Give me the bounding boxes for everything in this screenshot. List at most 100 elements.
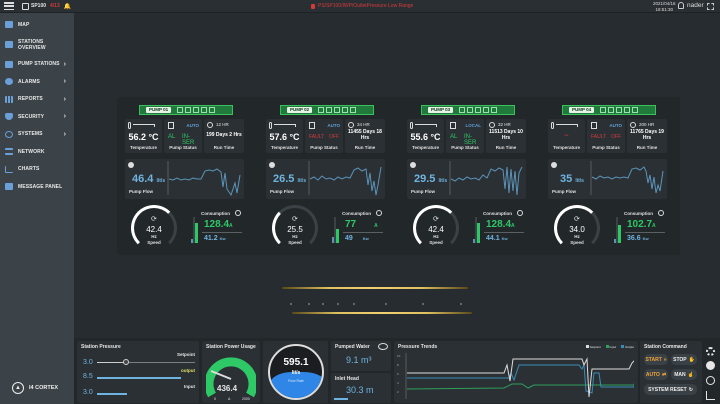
sidebar-item-map[interactable]: Map — [0, 16, 74, 34]
map-icon — [5, 21, 13, 29]
pump-tag[interactable]: PUMP 02 — [280, 105, 374, 115]
gear-icon — [5, 130, 13, 138]
sidebar-item-stations-overview[interactable]: Stations Overview — [0, 34, 74, 56]
sidebar-item-network[interactable]: Network — [0, 143, 74, 161]
user-menu[interactable]: nader — [678, 2, 704, 9]
system-reset-button[interactable]: SYSTEM RESET ↻ — [644, 384, 697, 395]
run-time-card: 12 HR 199 Days 2 Hrs Run Time — [204, 119, 244, 153]
stopwatch-icon — [348, 122, 354, 128]
sidebar-item-message-panel[interactable]: Message Panel — [0, 178, 74, 196]
save-icon — [168, 122, 174, 129]
fullscreen-icon[interactable] — [707, 3, 714, 10]
chevron-right-icon: › — [63, 60, 66, 68]
pump-card: PUMP 03 55.6 °C Temperature LOCAL AL IN-… — [399, 97, 537, 255]
stopwatch-icon — [489, 122, 495, 128]
hamburger-menu-icon[interactable] — [4, 2, 14, 10]
lightning-icon — [376, 210, 382, 216]
lightning-icon — [658, 210, 664, 216]
auto-button[interactable]: AUTO ⇄ — [644, 369, 668, 380]
chevron-right-icon: › — [63, 78, 66, 86]
current-bar — [618, 225, 621, 243]
pump-card: PUMP 04 -- Temperature AUTO FAULT OFF Pu… — [540, 97, 678, 255]
progress-line — [292, 312, 472, 314]
sidebar-item-charts[interactable]: Charts — [0, 161, 74, 179]
station-selector[interactable]: SP100 4/13 🔔 — [22, 2, 72, 10]
network-icon — [5, 148, 13, 156]
flow-rate-panel: 595.1 lit/s Flow Rate — [263, 341, 328, 403]
pump-flow-card: 35 lit/s Pump Flow — [548, 159, 667, 199]
temperature-card: 57.6 °C Temperature — [266, 119, 303, 153]
temperature-value: 55.6 °C — [410, 132, 441, 142]
bottom-panel: Station Pressure Setpoint 3.0 output 8.5… — [74, 338, 720, 404]
progress-line — [282, 287, 468, 289]
temperature-card: 56.2 °C Temperature — [125, 119, 162, 153]
datetime: 2021/04/16 18:51:30 — [653, 1, 676, 12]
download-icon[interactable] — [706, 361, 715, 370]
stop-button[interactable]: STOP ✋ — [671, 354, 697, 365]
output-bar — [97, 377, 181, 379]
gauge-icon — [410, 162, 416, 168]
refresh-icon: ⟳ — [574, 216, 580, 223]
station-logo-icon — [22, 2, 29, 10]
pump-card: PUMP 02 57.6 °C Temperature AUTO FAULT O… — [258, 97, 396, 255]
current-bar — [195, 223, 198, 243]
flow-chart — [167, 161, 241, 197]
speed-gauge — [413, 205, 459, 251]
gauge-icon — [551, 162, 557, 168]
pump-tag[interactable]: PUMP 03 — [421, 105, 515, 115]
pump-tag[interactable]: PUMP 04 — [562, 105, 656, 115]
shield-icon — [5, 113, 13, 121]
alarm-count: 4/13 — [50, 3, 60, 9]
station-pressure-panel: Station Pressure Setpoint 3.0 output 8.5… — [77, 341, 199, 403]
pump-status-card: AUTO FAULT OFF Pump Status — [305, 119, 343, 153]
stopwatch-icon — [630, 122, 636, 128]
thermometer-icon — [410, 122, 413, 129]
fast-forward-icon: » — [663, 356, 667, 363]
input-bar — [97, 393, 127, 395]
history-icon[interactable] — [706, 376, 715, 385]
chart-legend: Setpoint Input Output — [585, 345, 634, 349]
chart-icon[interactable] — [706, 391, 715, 400]
cortex-logo-icon: ▲ — [12, 382, 24, 394]
flow-chart — [308, 161, 382, 196]
manual-button[interactable]: MAN ☝ — [671, 369, 697, 380]
speed-value: 34.0 — [569, 225, 585, 234]
pump-icon — [5, 60, 13, 68]
refresh-icon: ⟳ — [151, 216, 157, 223]
speed-value: 25.5 — [287, 225, 303, 234]
settings-icon[interactable] — [706, 347, 715, 356]
alarm-indicator-icon — [311, 3, 315, 9]
chevron-right-icon: › — [63, 95, 66, 103]
sidebar-item-pump-stations[interactable]: Pump Stations › — [0, 56, 74, 74]
sidebar-item-security[interactable]: Security › — [0, 108, 74, 126]
run-time-card: 34 HR 11455 Days 18 Hrs Run Time — [345, 119, 385, 153]
current-bar — [477, 223, 480, 243]
active-alarm[interactable]: PS/SP100/IWP/OutletPressure Low Range — [311, 3, 413, 9]
sidebar-item-reports[interactable]: Reports › — [0, 91, 74, 109]
reports-icon — [5, 95, 13, 103]
user-icon — [678, 2, 684, 9]
speed-gauge — [554, 205, 600, 251]
chevron-right-icon: › — [63, 130, 66, 138]
sidebar: Map Stations Overview Pump Stations › Alar… — [0, 13, 74, 404]
pump-flow-card: 26.5 lit/s Pump Flow — [266, 159, 385, 199]
gauge-icon — [269, 162, 275, 168]
flow-chart — [590, 161, 664, 195]
flow-rate-gauge: 595.1 lit/s Flow Rate — [268, 344, 324, 400]
bell-icon[interactable]: 🔔 — [63, 3, 72, 10]
power-gauge — [206, 357, 256, 398]
station-name: SP100 — [31, 3, 47, 9]
thermometer-icon — [128, 122, 131, 129]
stations-overview-icon — [5, 41, 13, 48]
hand-icon: ✋ — [688, 356, 695, 363]
speed-gauge — [272, 205, 318, 251]
pressure-trends-chart — [405, 353, 634, 399]
start-button[interactable]: START» — [644, 354, 668, 365]
pump-tag[interactable]: PUMP 01 — [139, 105, 233, 115]
setpoint-slider-handle[interactable] — [123, 359, 129, 365]
sidebar-item-alarms[interactable]: Alarms › — [0, 73, 74, 91]
manual-icon: ☝ — [687, 371, 694, 378]
sidebar-item-systems[interactable]: Systems › — [0, 126, 74, 144]
pump-status-card: LOCAL AL IN-SER Pump Status — [446, 119, 484, 153]
setpoint-slider[interactable] — [97, 362, 195, 363]
